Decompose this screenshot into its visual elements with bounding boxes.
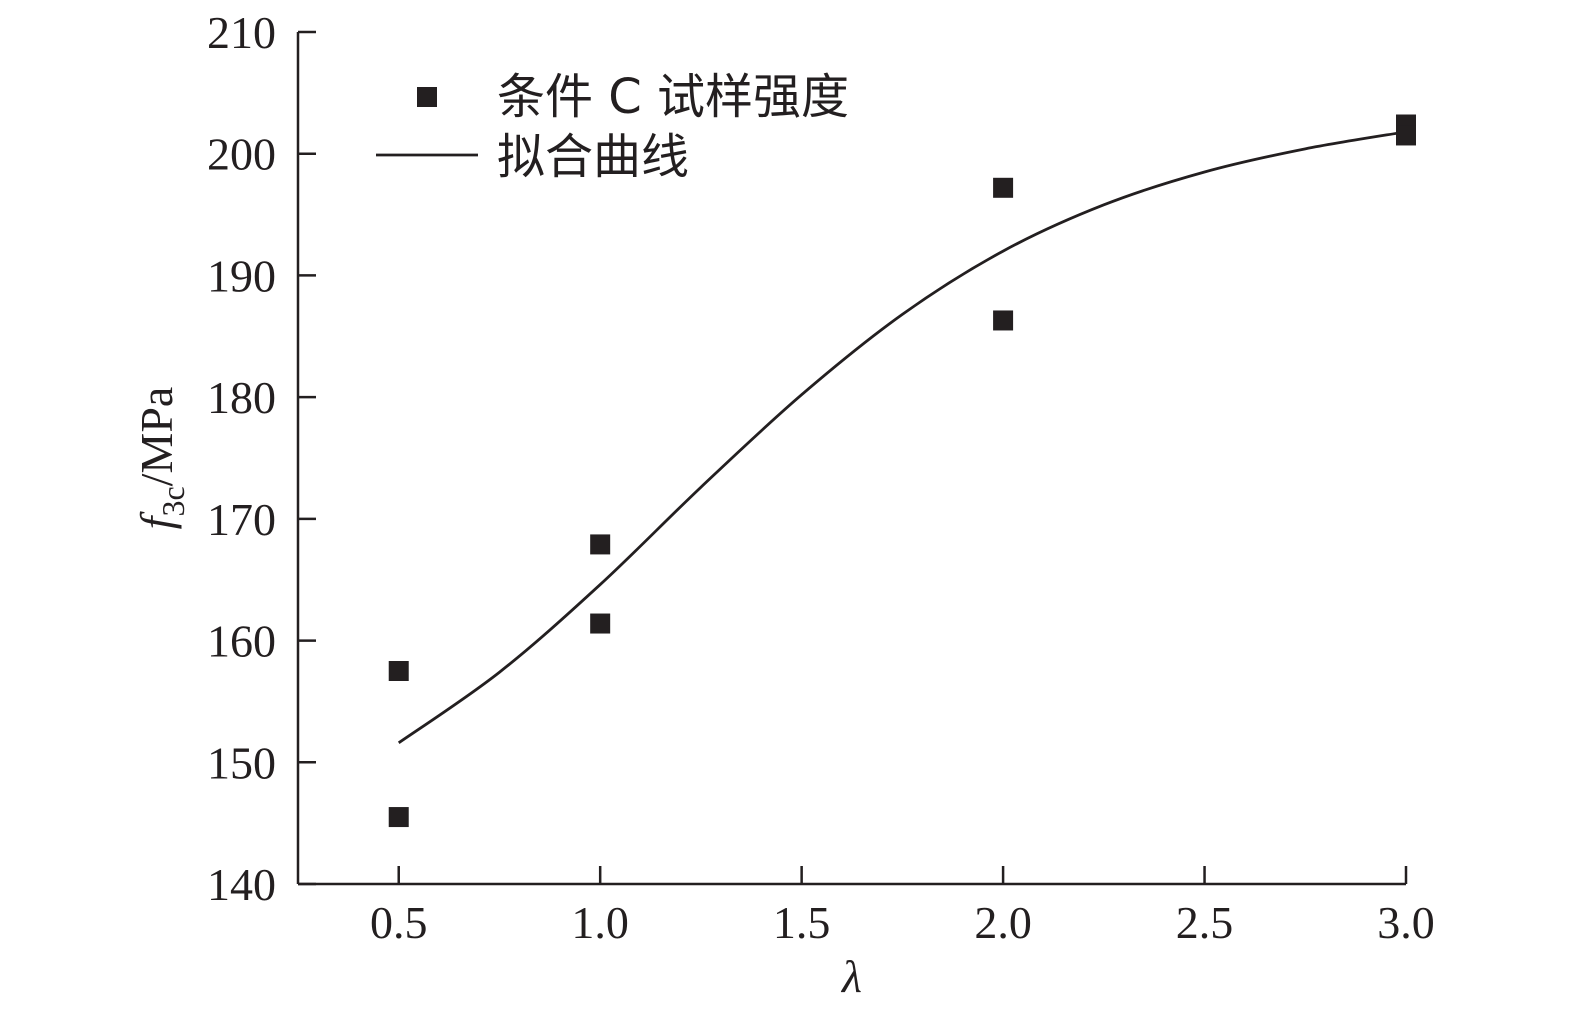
x-axis-title: λ bbox=[840, 951, 862, 1002]
data-point bbox=[1396, 125, 1416, 146]
fit-curve-group bbox=[397, 130, 1407, 744]
y-tick-label: 180 bbox=[207, 372, 276, 423]
legend-marker bbox=[417, 87, 437, 107]
y-tick-label: 190 bbox=[207, 250, 276, 301]
x-tick-label: 1.0 bbox=[571, 897, 629, 948]
x-tick-label: 0.5 bbox=[370, 897, 428, 948]
y-axis-title: f3c/MPa bbox=[131, 387, 191, 530]
x-tick-label: 2.5 bbox=[1176, 897, 1234, 948]
y-tick-label: 210 bbox=[207, 7, 276, 58]
y-tick-label: 200 bbox=[207, 129, 276, 180]
y-title-unit: /MPa bbox=[131, 387, 182, 487]
y-axis-ticks: 140 150 160 170 180 190 200 210 bbox=[207, 7, 316, 910]
y-tick-label: 170 bbox=[207, 494, 276, 545]
y-tick-label: 140 bbox=[207, 859, 276, 910]
data-point bbox=[993, 310, 1014, 331]
legend-label-points: 条件 C 试样强度 bbox=[497, 69, 849, 125]
data-point bbox=[993, 177, 1014, 198]
legend-label-fit: 拟合曲线 bbox=[497, 129, 689, 185]
y-title-subscript: 3c bbox=[155, 486, 191, 516]
x-tick-label: 3.0 bbox=[1377, 897, 1435, 948]
y-tick-label: 160 bbox=[207, 616, 276, 667]
data-points bbox=[388, 114, 1416, 828]
data-point bbox=[388, 661, 409, 681]
x-axis-ticks: 0.5 1.0 1.5 2.0 2.5 3.0 bbox=[370, 866, 1435, 948]
data-point bbox=[590, 534, 611, 555]
fit-curve bbox=[397, 130, 1407, 744]
axes bbox=[296, 32, 1406, 886]
data-point bbox=[388, 807, 409, 828]
data-point bbox=[590, 613, 611, 634]
x-tick-label: 2.0 bbox=[974, 897, 1032, 948]
x-tick-label: 1.5 bbox=[773, 897, 831, 948]
y-tick-label: 150 bbox=[207, 737, 276, 788]
